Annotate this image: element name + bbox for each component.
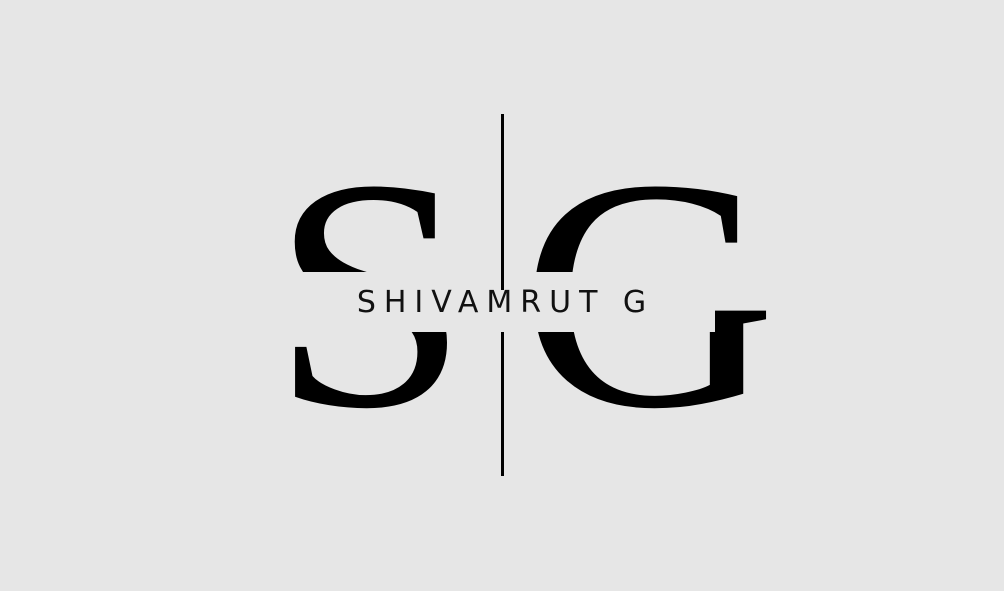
brand-name-band-divider xyxy=(501,272,504,290)
brand-name-band: SHIVAMRUT G xyxy=(290,272,715,332)
brand-name-text: SHIVAMRUT G xyxy=(356,285,655,320)
